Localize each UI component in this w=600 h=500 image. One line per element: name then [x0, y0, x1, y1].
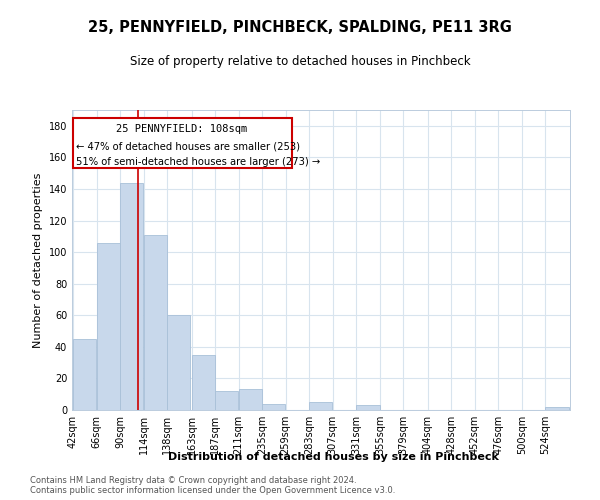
- Bar: [97, 242, 120, 410]
- Bar: [545, 407, 569, 410]
- Text: Size of property relative to detached houses in Pinchbeck: Size of property relative to detached ho…: [130, 55, 470, 68]
- Bar: [120, 182, 143, 410]
- FancyBboxPatch shape: [73, 118, 292, 168]
- Bar: [356, 406, 380, 410]
- Text: 25, PENNYFIELD, PINCHBECK, SPALDING, PE11 3RG: 25, PENNYFIELD, PINCHBECK, SPALDING, PE1…: [88, 20, 512, 35]
- Text: Distribution of detached houses by size in Pinchbeck: Distribution of detached houses by size …: [167, 452, 499, 462]
- Bar: [167, 316, 190, 410]
- Text: 51% of semi-detached houses are larger (273) →: 51% of semi-detached houses are larger (…: [76, 158, 320, 168]
- Bar: [239, 390, 262, 410]
- Bar: [262, 404, 286, 410]
- Text: Contains HM Land Registry data © Crown copyright and database right 2024.: Contains HM Land Registry data © Crown c…: [30, 476, 356, 485]
- Bar: [191, 354, 215, 410]
- Bar: [309, 402, 332, 410]
- Text: 25 PENNYFIELD: 108sqm: 25 PENNYFIELD: 108sqm: [116, 124, 247, 134]
- Text: ← 47% of detached houses are smaller (253): ← 47% of detached houses are smaller (25…: [76, 142, 300, 152]
- Bar: [73, 339, 96, 410]
- Y-axis label: Number of detached properties: Number of detached properties: [33, 172, 43, 348]
- Bar: [143, 234, 167, 410]
- Bar: [215, 391, 238, 410]
- Text: Contains public sector information licensed under the Open Government Licence v3: Contains public sector information licen…: [30, 486, 395, 495]
